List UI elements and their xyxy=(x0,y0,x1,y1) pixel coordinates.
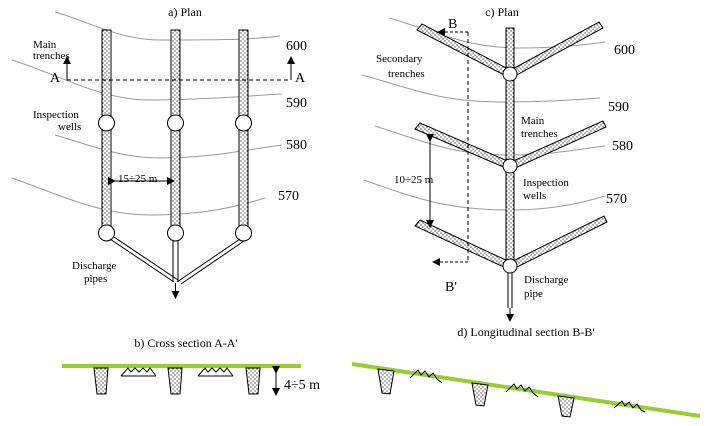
discharge-pipes-label-1: Discharge xyxy=(72,260,117,272)
spacing-label-a: 15÷25 m xyxy=(118,173,158,185)
section-label-a-right: A xyxy=(295,71,306,86)
contour-570-label-c: 570 xyxy=(606,192,627,207)
main-trenches-label-c-1: Main xyxy=(521,115,545,127)
panel-c-plan: c) Plan 600 590 580 570 B B xyxy=(361,5,635,322)
inspection-well-a4 xyxy=(98,224,115,242)
trench-section-d1 xyxy=(377,368,395,395)
secondary-trenches-label-2: trenches xyxy=(388,68,425,80)
main-trenches-label-a-2: trenches xyxy=(33,50,70,62)
inspection-wells-label-c-2: wells xyxy=(523,190,546,202)
trench-section-b2 xyxy=(167,367,183,395)
contour-600-label-a: 600 xyxy=(286,39,307,54)
inspection-well-a1 xyxy=(98,114,115,132)
inspection-well-a5 xyxy=(167,224,184,242)
contour-580-label-a: 580 xyxy=(286,138,307,153)
inspection-wells-label-a-2: wells xyxy=(58,121,81,133)
contour-590-label-c: 590 xyxy=(608,100,629,115)
inspection-well-c3 xyxy=(502,258,518,274)
contour-590-c xyxy=(361,74,601,103)
inspection-well-a3 xyxy=(235,114,252,132)
contour-570-label-a: 570 xyxy=(278,189,299,204)
contour-570-c xyxy=(363,179,606,211)
contour-600-a xyxy=(54,11,281,41)
inspection-wells-label-c-1: Inspection xyxy=(523,177,569,189)
panel-c-title: c) Plan xyxy=(485,5,519,19)
main-trench-c xyxy=(505,27,515,273)
contour-580-label-c: 580 xyxy=(612,139,633,154)
panel-d-title: d) Longitudinal section B-B' xyxy=(457,325,594,339)
spoil-heaps-d xyxy=(409,369,646,413)
panel-b-title: b) Cross section A-A' xyxy=(134,336,237,350)
trench-section-b1 xyxy=(93,367,109,395)
depth-label-b: 4÷5 m xyxy=(284,378,320,393)
main-trenches-label-a-1: Main xyxy=(33,39,57,51)
secondary-trench-1-left xyxy=(416,23,513,78)
spacing-label-c: 10÷25 m xyxy=(394,174,434,186)
secondary-trench-1-right xyxy=(508,21,604,78)
spoil-heaps-b xyxy=(120,367,234,377)
inspection-well-c1 xyxy=(502,66,518,82)
panel-a-title: a) Plan xyxy=(168,5,202,19)
panel-d-longitudinal-section: d) Longitudinal section B-B' xyxy=(351,325,701,418)
trench-section-d2 xyxy=(471,382,489,407)
inspection-well-a6 xyxy=(235,224,252,242)
discharge-pipes-a xyxy=(109,236,245,285)
contour-600-label-c: 600 xyxy=(614,43,635,58)
section-label-b-bottom: B' xyxy=(445,280,457,295)
secondary-trench-3-right xyxy=(508,215,608,270)
panel-b-cross-section: b) Cross section A-A' 4÷5 m xyxy=(62,336,320,396)
trench-section-d3 xyxy=(557,395,575,418)
inspection-well-a2 xyxy=(167,114,184,132)
inspection-well-c2 xyxy=(502,158,518,174)
discharge-pipe-label-1: Discharge xyxy=(524,274,569,286)
contour-580-a xyxy=(54,134,283,159)
discharge-pipe-label-2: pipe xyxy=(524,288,543,300)
section-label-a-left: A xyxy=(50,71,61,86)
trench-section-b3 xyxy=(245,367,261,395)
panel-a-plan: a) Plan 600 590 580 570 xyxy=(11,5,307,299)
inspection-wells-label-a-1: Inspection xyxy=(33,109,79,121)
discharge-pipes-label-2: pipes xyxy=(84,273,107,285)
section-label-b-top: B xyxy=(448,17,457,32)
main-trenches-label-c-2: trenches xyxy=(521,128,558,140)
contour-590-label-a: 590 xyxy=(286,96,307,111)
secondary-trench-3-left xyxy=(414,219,513,270)
secondary-trenches-label-1: Secondary xyxy=(376,53,423,65)
